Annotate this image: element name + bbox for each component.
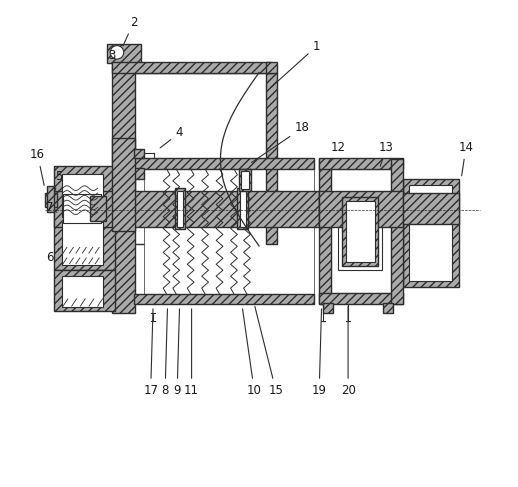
Bar <box>342 197 378 266</box>
Bar <box>54 167 114 270</box>
Text: 16: 16 <box>30 148 45 186</box>
Bar <box>319 293 404 304</box>
Bar <box>404 179 459 287</box>
Text: 19: 19 <box>312 309 327 397</box>
Bar <box>404 193 459 224</box>
Bar <box>112 138 135 231</box>
Bar <box>62 222 103 265</box>
Bar <box>338 193 382 270</box>
Bar <box>237 188 248 229</box>
Bar <box>45 193 57 207</box>
Text: 11: 11 <box>184 309 199 397</box>
Bar <box>175 188 185 229</box>
Text: 2: 2 <box>123 16 138 46</box>
Bar <box>54 190 319 226</box>
Text: 9: 9 <box>174 309 181 397</box>
Bar <box>62 276 103 307</box>
Bar <box>90 196 106 221</box>
Bar <box>319 159 331 304</box>
Text: 18: 18 <box>252 121 310 163</box>
Text: 10: 10 <box>242 309 262 397</box>
Bar <box>177 190 183 226</box>
Text: 17: 17 <box>143 309 158 397</box>
Bar <box>112 62 271 73</box>
Bar <box>323 303 333 313</box>
Bar <box>319 190 404 226</box>
Bar <box>134 294 314 304</box>
Text: 5: 5 <box>55 169 63 190</box>
Text: 12: 12 <box>325 141 346 167</box>
Text: 8: 8 <box>162 309 169 397</box>
Text: 20: 20 <box>341 306 355 397</box>
Text: 3: 3 <box>108 49 117 68</box>
Text: 6: 6 <box>46 248 59 264</box>
Bar <box>134 168 145 179</box>
Text: 15: 15 <box>255 306 283 397</box>
Bar <box>331 169 392 293</box>
Bar <box>240 190 246 226</box>
Bar <box>383 303 393 313</box>
Bar <box>239 169 251 190</box>
Bar <box>134 158 314 169</box>
Bar <box>134 149 145 158</box>
Bar <box>54 270 114 311</box>
Text: 1: 1 <box>271 39 321 88</box>
Bar <box>62 174 103 217</box>
Text: 14: 14 <box>458 141 473 176</box>
Bar <box>392 159 404 304</box>
Bar <box>319 158 404 169</box>
Bar <box>346 201 375 262</box>
Bar <box>266 73 277 244</box>
Bar <box>266 62 277 73</box>
Text: 7: 7 <box>46 201 57 214</box>
Bar <box>134 73 276 244</box>
Bar <box>107 44 141 63</box>
Circle shape <box>110 46 124 59</box>
Text: 13: 13 <box>379 141 394 166</box>
Bar <box>47 186 54 212</box>
Bar <box>145 169 314 294</box>
Bar <box>112 60 135 313</box>
Bar <box>409 185 452 281</box>
Bar <box>63 194 101 223</box>
Text: 4: 4 <box>160 126 183 148</box>
Bar <box>241 171 249 188</box>
